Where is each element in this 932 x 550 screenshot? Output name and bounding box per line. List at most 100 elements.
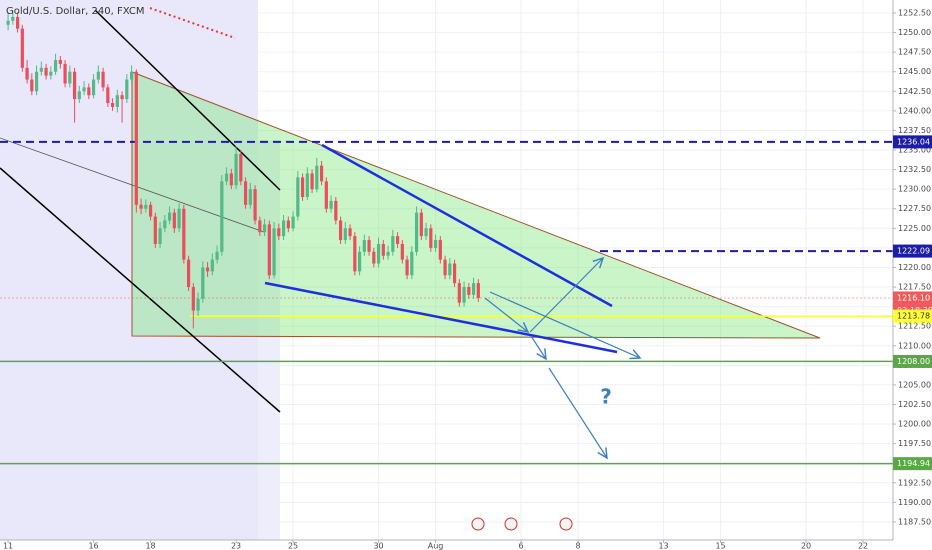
candle-body bbox=[125, 79, 129, 100]
candle-body bbox=[286, 220, 290, 229]
level-tag bbox=[893, 291, 932, 305]
candle-body bbox=[457, 283, 461, 303]
level-label: 1213.78 bbox=[897, 312, 930, 321]
candle-body bbox=[353, 236, 357, 272]
y-tick-label: 1252.50 bbox=[898, 8, 931, 17]
candle-body bbox=[20, 28, 24, 68]
level-tag bbox=[893, 135, 932, 149]
candle-body bbox=[338, 220, 343, 241]
y-tick-label: 1205.00 bbox=[898, 380, 931, 389]
y-tick-label: 1230.00 bbox=[898, 185, 931, 194]
triangle-pattern bbox=[131, 71, 821, 339]
candle-body bbox=[25, 67, 29, 80]
y-tick-label: 1237.50 bbox=[898, 126, 931, 135]
candle-body bbox=[395, 236, 400, 244]
arrows bbox=[484, 258, 640, 458]
levels bbox=[0, 140, 893, 465]
x-tick-label: 20 bbox=[801, 542, 811, 550]
candle-body bbox=[115, 95, 119, 107]
y-tick-label: 1250.00 bbox=[898, 28, 931, 37]
candle-body bbox=[234, 153, 238, 186]
arrow bbox=[489, 291, 640, 358]
candle-body bbox=[120, 95, 124, 100]
candle-body bbox=[367, 240, 371, 252]
candle-body bbox=[49, 71, 53, 76]
y-tick-label: 1217.50 bbox=[898, 283, 931, 292]
candle-body bbox=[139, 204, 143, 209]
candle-body bbox=[210, 259, 214, 272]
candle-body bbox=[267, 224, 271, 276]
candle-body bbox=[87, 87, 91, 96]
candle-body bbox=[467, 287, 471, 295]
y-tick-label: 1200.00 bbox=[898, 420, 931, 429]
candle-body bbox=[372, 251, 376, 264]
event-icon[interactable] bbox=[471, 517, 485, 531]
candle-body bbox=[300, 177, 305, 197]
arrow bbox=[530, 335, 546, 359]
candle-body bbox=[305, 173, 309, 197]
candle-body bbox=[243, 181, 248, 205]
candle-body bbox=[315, 165, 319, 190]
candle-body bbox=[167, 212, 172, 221]
candle-body bbox=[196, 298, 200, 311]
annotation: ? bbox=[600, 385, 612, 409]
y-tick-label: 1197.50 bbox=[898, 439, 931, 448]
candle-body bbox=[220, 181, 224, 252]
candle-body bbox=[82, 87, 86, 92]
candle-body bbox=[11, 16, 15, 21]
candle-body bbox=[391, 236, 395, 252]
y-tick-label: 1190.00 bbox=[898, 498, 931, 507]
candle-body bbox=[229, 173, 233, 186]
candle-body bbox=[348, 228, 352, 237]
candle-body bbox=[376, 243, 381, 264]
candle-body bbox=[39, 67, 43, 72]
candle-body bbox=[476, 283, 480, 298]
candle-body bbox=[44, 67, 48, 76]
candle-body bbox=[419, 212, 423, 237]
event-icon[interactable] bbox=[559, 517, 573, 531]
level-label: 1216.10 bbox=[897, 293, 930, 302]
level-tag bbox=[893, 354, 932, 368]
y-tick-label: 1225.00 bbox=[898, 224, 931, 233]
y-tick-label: 1242.50 bbox=[898, 87, 931, 96]
dotted-line bbox=[149, 7, 236, 39]
x-tick-label: Aug bbox=[428, 542, 444, 550]
x-tick-label: 25 bbox=[288, 542, 298, 550]
candle-body bbox=[452, 263, 457, 284]
x-tick-label: 22 bbox=[858, 542, 868, 550]
event-icons bbox=[471, 517, 573, 531]
candle-body bbox=[58, 59, 62, 64]
level-label: 1194.94 bbox=[897, 459, 930, 468]
candle-body bbox=[6, 20, 10, 25]
y-tick-label: 1187.50 bbox=[898, 517, 931, 526]
channel-line bbox=[0, 167, 281, 413]
candle-body bbox=[248, 189, 252, 205]
y-tick-label: 1220.00 bbox=[898, 263, 931, 272]
chart-title: Gold/U.S. Dollar, 240, FXCM bbox=[6, 6, 144, 17]
y-tick-label: 1227.50 bbox=[898, 204, 931, 213]
candle-body bbox=[329, 200, 333, 209]
candle-body bbox=[343, 228, 347, 241]
candle-body bbox=[15, 16, 20, 29]
candle-body bbox=[53, 59, 58, 72]
candle-body bbox=[68, 71, 72, 84]
candle-body bbox=[253, 189, 257, 221]
candle-body bbox=[433, 240, 438, 248]
candle-body bbox=[224, 173, 229, 182]
candle-body bbox=[148, 204, 153, 217]
arrow bbox=[548, 367, 607, 458]
candle-body bbox=[443, 259, 447, 276]
y-tick-label: 1202.50 bbox=[898, 400, 931, 409]
shaded-range bbox=[0, 0, 258, 540]
y-tick-label: 1247.50 bbox=[898, 48, 931, 57]
event-icon[interactable] bbox=[504, 517, 518, 531]
candle-body bbox=[91, 79, 96, 96]
candle-body bbox=[448, 263, 452, 276]
candle-body bbox=[163, 220, 167, 229]
level-tag bbox=[893, 457, 932, 471]
candle-body bbox=[281, 220, 286, 237]
channel-line bbox=[94, 9, 281, 191]
candle-body bbox=[239, 153, 243, 182]
y-tick-label: 1245.00 bbox=[898, 67, 931, 76]
